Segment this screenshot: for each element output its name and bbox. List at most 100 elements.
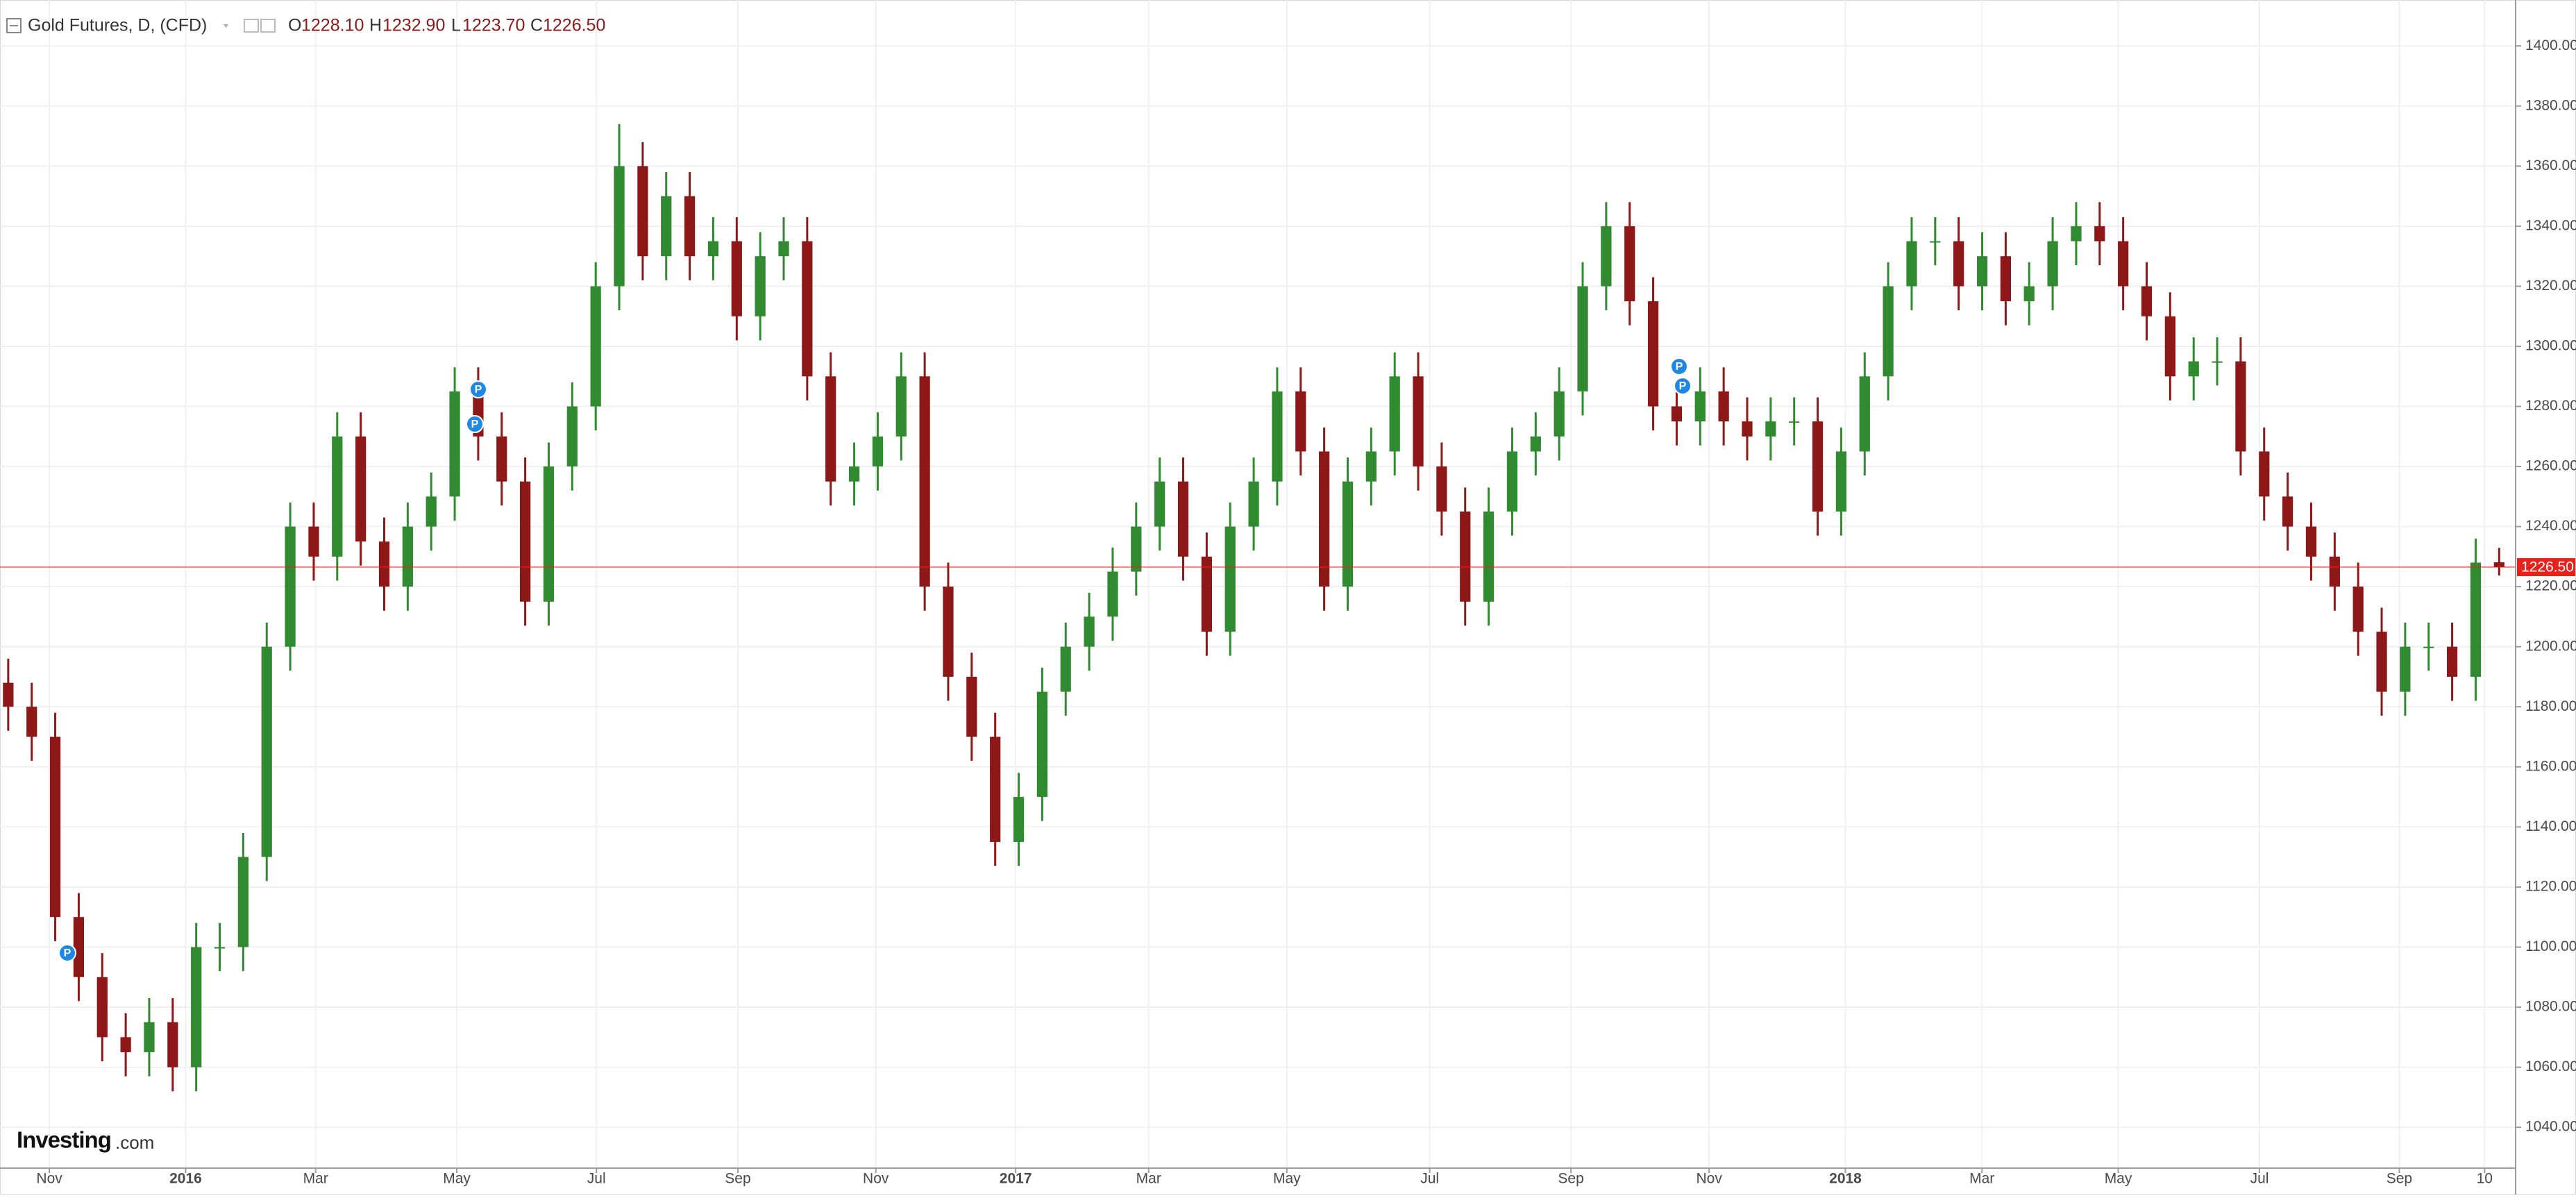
candle-body	[895, 376, 907, 437]
event-marker[interactable]	[469, 380, 487, 398]
collapse-icon[interactable]	[6, 18, 22, 33]
candles	[3, 124, 2505, 1092]
candle-body	[1107, 571, 1118, 617]
candle-body	[778, 241, 789, 257]
x-tick-label: Jul	[587, 1171, 606, 1187]
candle-body	[1013, 797, 1025, 843]
candle-body	[2376, 632, 2387, 692]
x-tick-label: Nov	[1696, 1171, 1722, 1187]
event-marker[interactable]	[58, 944, 76, 962]
candle-body	[237, 857, 249, 947]
candle-body	[1177, 481, 1189, 557]
candle-body	[496, 436, 507, 482]
y-tick-label: 1080.00	[2525, 999, 2576, 1015]
candle-body	[2423, 646, 2434, 648]
candle-body	[2141, 286, 2153, 317]
hide-icon[interactable]	[260, 19, 276, 33]
candle-body	[1436, 466, 1447, 512]
y-tick-label: 1220.00	[2525, 578, 2576, 594]
candle-body	[590, 286, 601, 407]
x-tick-label: Jul	[1420, 1171, 1439, 1187]
candle-body	[990, 736, 1001, 843]
x-tick-label: Mar	[303, 1171, 328, 1187]
candle-body	[1084, 616, 1095, 647]
candle-body	[1906, 241, 1917, 287]
event-marker[interactable]	[466, 415, 484, 433]
candle-body	[1060, 646, 1071, 692]
candle-body	[144, 1022, 155, 1052]
y-tick-label: 1240.00	[2525, 518, 2576, 534]
event-marker[interactable]	[1674, 377, 1692, 395]
candle-body	[966, 677, 977, 737]
candle-body	[285, 526, 296, 647]
candle-body	[1248, 481, 1259, 527]
candle-body	[2446, 646, 2458, 677]
candle-body	[1036, 691, 1048, 798]
candle-body	[26, 707, 37, 737]
open-value: 1228.10	[301, 16, 364, 35]
candle-body	[308, 526, 319, 557]
event-marker[interactable]	[1670, 357, 1688, 376]
candle-body	[167, 1022, 178, 1068]
candle-body	[1342, 481, 1354, 587]
y-tick-label: 1040.00	[2525, 1119, 2576, 1135]
y-tick-label: 1380.00	[2525, 97, 2576, 113]
y-tick-label: 1100.00	[2525, 938, 2576, 954]
y-tick-label: 1200.00	[2525, 638, 2576, 654]
candle-body	[1765, 421, 1776, 437]
candle-body	[1930, 241, 1941, 243]
candle-body	[2400, 646, 2411, 692]
candle-body	[637, 166, 648, 257]
candle-body	[943, 587, 954, 677]
x-tick-label: Mar	[1969, 1171, 1994, 1187]
close-value: 1226.50	[543, 16, 605, 35]
candle-body	[1554, 391, 1565, 437]
candle-body	[1483, 511, 1495, 602]
candle-body	[402, 526, 413, 587]
candle-body	[755, 256, 766, 317]
candle-body	[2259, 451, 2270, 497]
x-tick-label: Nov	[36, 1171, 62, 1187]
candle-body	[2329, 556, 2340, 587]
watermark: Investing .com	[17, 1127, 154, 1153]
settings-icon[interactable]	[244, 19, 259, 33]
candle-body	[73, 917, 85, 977]
candle-body	[2000, 256, 2011, 302]
candle-body	[120, 1037, 131, 1052]
candle-body	[1295, 391, 1306, 452]
candle-body	[707, 241, 719, 257]
candle-body	[2023, 286, 2035, 302]
candle-body	[3, 682, 14, 707]
candle-body	[2047, 241, 2058, 287]
candle-body	[1272, 391, 1283, 482]
candle-body	[378, 541, 390, 587]
candle-body	[2188, 361, 2199, 377]
candle-body	[848, 466, 860, 482]
y-tick-label: 1060.00	[2525, 1058, 2576, 1074]
candle-body	[1154, 481, 1165, 527]
x-tick-label: Jul	[2250, 1171, 2269, 1187]
y-tick-label: 1400.00	[2525, 37, 2576, 53]
candle-body	[355, 436, 367, 542]
candle-body	[1413, 376, 1424, 467]
low-letter: L	[451, 16, 461, 35]
high-value: 1232.90	[382, 16, 445, 35]
candle-body	[1694, 391, 1706, 422]
candle-body	[566, 406, 578, 467]
candle-body	[1976, 256, 1988, 287]
candle-body	[1131, 526, 1142, 572]
candle-body	[261, 646, 272, 857]
candle-body	[1365, 451, 1377, 482]
y-tick-label: 1120.00	[2525, 878, 2576, 894]
close-letter: C	[530, 16, 543, 35]
x-tick-label: Sep	[725, 1171, 750, 1187]
candle-body	[1319, 451, 1330, 587]
dropdown-arrow[interactable]	[224, 24, 228, 28]
candle-body	[1718, 391, 1729, 422]
x-tick-label: May	[2105, 1171, 2132, 1187]
candle-body	[1812, 421, 1824, 512]
